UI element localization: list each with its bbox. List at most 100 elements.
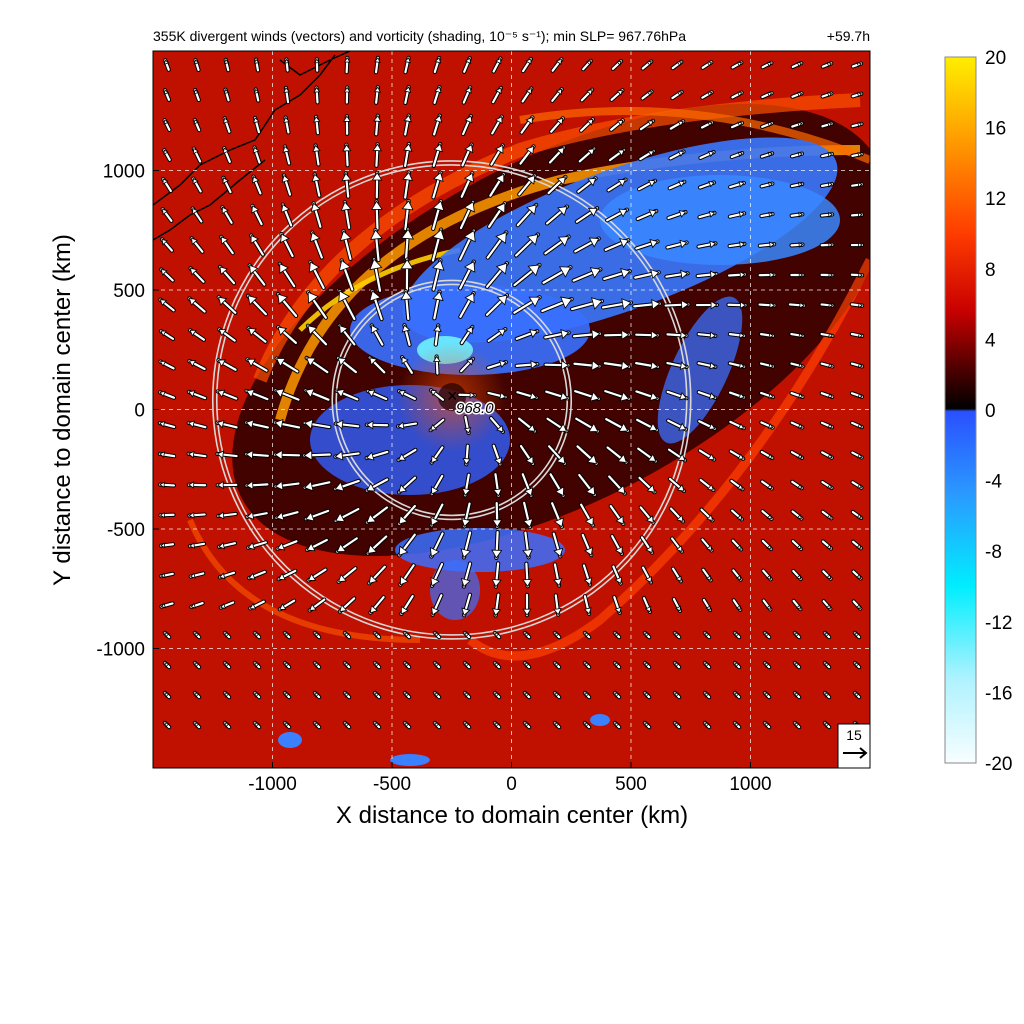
wind-vector bbox=[546, 444, 568, 466]
wind-vector-head bbox=[251, 175, 260, 184]
wind-vector-head bbox=[648, 422, 658, 432]
wind-vector bbox=[582, 720, 592, 730]
wind-vector-head bbox=[675, 605, 681, 612]
wind-vector bbox=[730, 508, 744, 522]
wind-vector bbox=[579, 502, 595, 528]
colorbar-ticks: 20 16 12 8 4 0 -4 -8 -12 -16 -20 bbox=[985, 48, 1012, 775]
wind-vector-head bbox=[796, 574, 802, 580]
wind-vector bbox=[158, 297, 176, 313]
wind-vector-head bbox=[314, 662, 320, 668]
wind-vector bbox=[305, 323, 329, 347]
wind-vector bbox=[314, 57, 320, 73]
wind-vector bbox=[550, 87, 564, 103]
wind-vector-head bbox=[556, 454, 566, 465]
wind-vector-head bbox=[159, 420, 166, 428]
wind-vector bbox=[273, 480, 301, 491]
wind-vector bbox=[402, 660, 412, 670]
storm-center: × 968.0 bbox=[447, 386, 496, 419]
wind-vector-head bbox=[589, 391, 600, 402]
wind-vector bbox=[729, 150, 745, 160]
wind-vector-head bbox=[491, 608, 502, 617]
wind-vector-head bbox=[588, 422, 599, 433]
wind-vector bbox=[485, 230, 509, 260]
wind-vector-head bbox=[460, 548, 472, 559]
wind-vector-head bbox=[192, 147, 199, 155]
wind-vector bbox=[820, 61, 834, 69]
wind-vector-head bbox=[766, 483, 773, 489]
wind-vector-head bbox=[398, 484, 408, 493]
wind-vector bbox=[306, 290, 328, 320]
wind-vector bbox=[491, 592, 502, 618]
wind-vector-head bbox=[463, 427, 472, 434]
wind-vector bbox=[373, 85, 381, 105]
wind-vector bbox=[491, 561, 502, 589]
wind-vector bbox=[335, 355, 359, 375]
wind-vector bbox=[667, 476, 687, 494]
wind-vector bbox=[429, 473, 445, 497]
colorbar-tick-label: -4 bbox=[985, 472, 1002, 493]
wind-vector bbox=[639, 535, 655, 555]
wind-vector bbox=[822, 660, 832, 670]
wind-vector-head bbox=[159, 451, 166, 458]
wind-vector bbox=[522, 660, 532, 670]
wind-vector-head bbox=[274, 449, 283, 461]
wind-vector bbox=[642, 720, 652, 730]
wind-vector bbox=[222, 690, 232, 700]
wind-vector bbox=[186, 420, 208, 430]
wind-vector bbox=[223, 87, 231, 103]
wind-vector bbox=[759, 211, 775, 219]
wind-vector-head bbox=[188, 360, 197, 368]
wind-vector bbox=[373, 55, 381, 75]
wind-vector-head bbox=[766, 544, 772, 550]
wind-vector bbox=[157, 420, 177, 430]
wind-vector-head bbox=[366, 482, 376, 492]
wind-vector-head bbox=[192, 177, 199, 185]
wind-vector-head bbox=[797, 181, 803, 188]
wind-vector-head bbox=[614, 692, 620, 698]
wind-vector-head bbox=[828, 211, 833, 218]
wind-vector bbox=[757, 301, 777, 309]
wind-vector-head bbox=[495, 57, 502, 65]
wind-vector-head bbox=[253, 58, 260, 64]
wind-vector bbox=[491, 529, 503, 561]
time-label: +59.7h bbox=[827, 28, 870, 44]
wind-vector-head bbox=[739, 331, 745, 339]
y-axis-label: Y distance to domain center (km) bbox=[49, 234, 76, 586]
storm-center-marker: × bbox=[447, 386, 458, 406]
wind-vector bbox=[162, 660, 172, 670]
wind-vector bbox=[186, 481, 208, 489]
wind-vector-head bbox=[369, 357, 378, 366]
wind-vector bbox=[486, 359, 508, 370]
wind-vector-head bbox=[303, 418, 314, 430]
wind-vector bbox=[851, 599, 863, 611]
wind-vector-head bbox=[617, 453, 627, 463]
wind-vector bbox=[574, 206, 600, 224]
wind-vector-head bbox=[644, 692, 650, 698]
wind-vector-head bbox=[400, 228, 415, 240]
wind-vector-head bbox=[646, 61, 652, 67]
wind-vector-head bbox=[283, 87, 291, 93]
wind-vector-head bbox=[462, 458, 471, 465]
wind-vector bbox=[398, 563, 416, 587]
wind-vector bbox=[665, 239, 689, 250]
wind-vector-head bbox=[587, 207, 598, 217]
wind-vector-head bbox=[857, 122, 863, 128]
wind-vector bbox=[820, 539, 834, 551]
wind-vector-head bbox=[223, 88, 230, 95]
wind-vector-head bbox=[522, 518, 534, 528]
wind-vector bbox=[569, 297, 605, 312]
wind-vector-head bbox=[163, 89, 170, 95]
wind-vector-head bbox=[434, 57, 442, 64]
wind-vector bbox=[522, 530, 533, 560]
wind-vector bbox=[761, 568, 773, 582]
wind-vector bbox=[759, 420, 775, 430]
wind-vector bbox=[457, 391, 477, 399]
colorbar-tick-label: -20 bbox=[985, 754, 1012, 775]
wind-vector-head bbox=[194, 722, 200, 728]
wind-vector-head bbox=[334, 481, 345, 492]
wind-vector-head bbox=[769, 301, 776, 309]
wind-vector bbox=[333, 506, 361, 524]
wind-vector-head bbox=[164, 722, 170, 728]
wind-vector bbox=[245, 511, 269, 521]
